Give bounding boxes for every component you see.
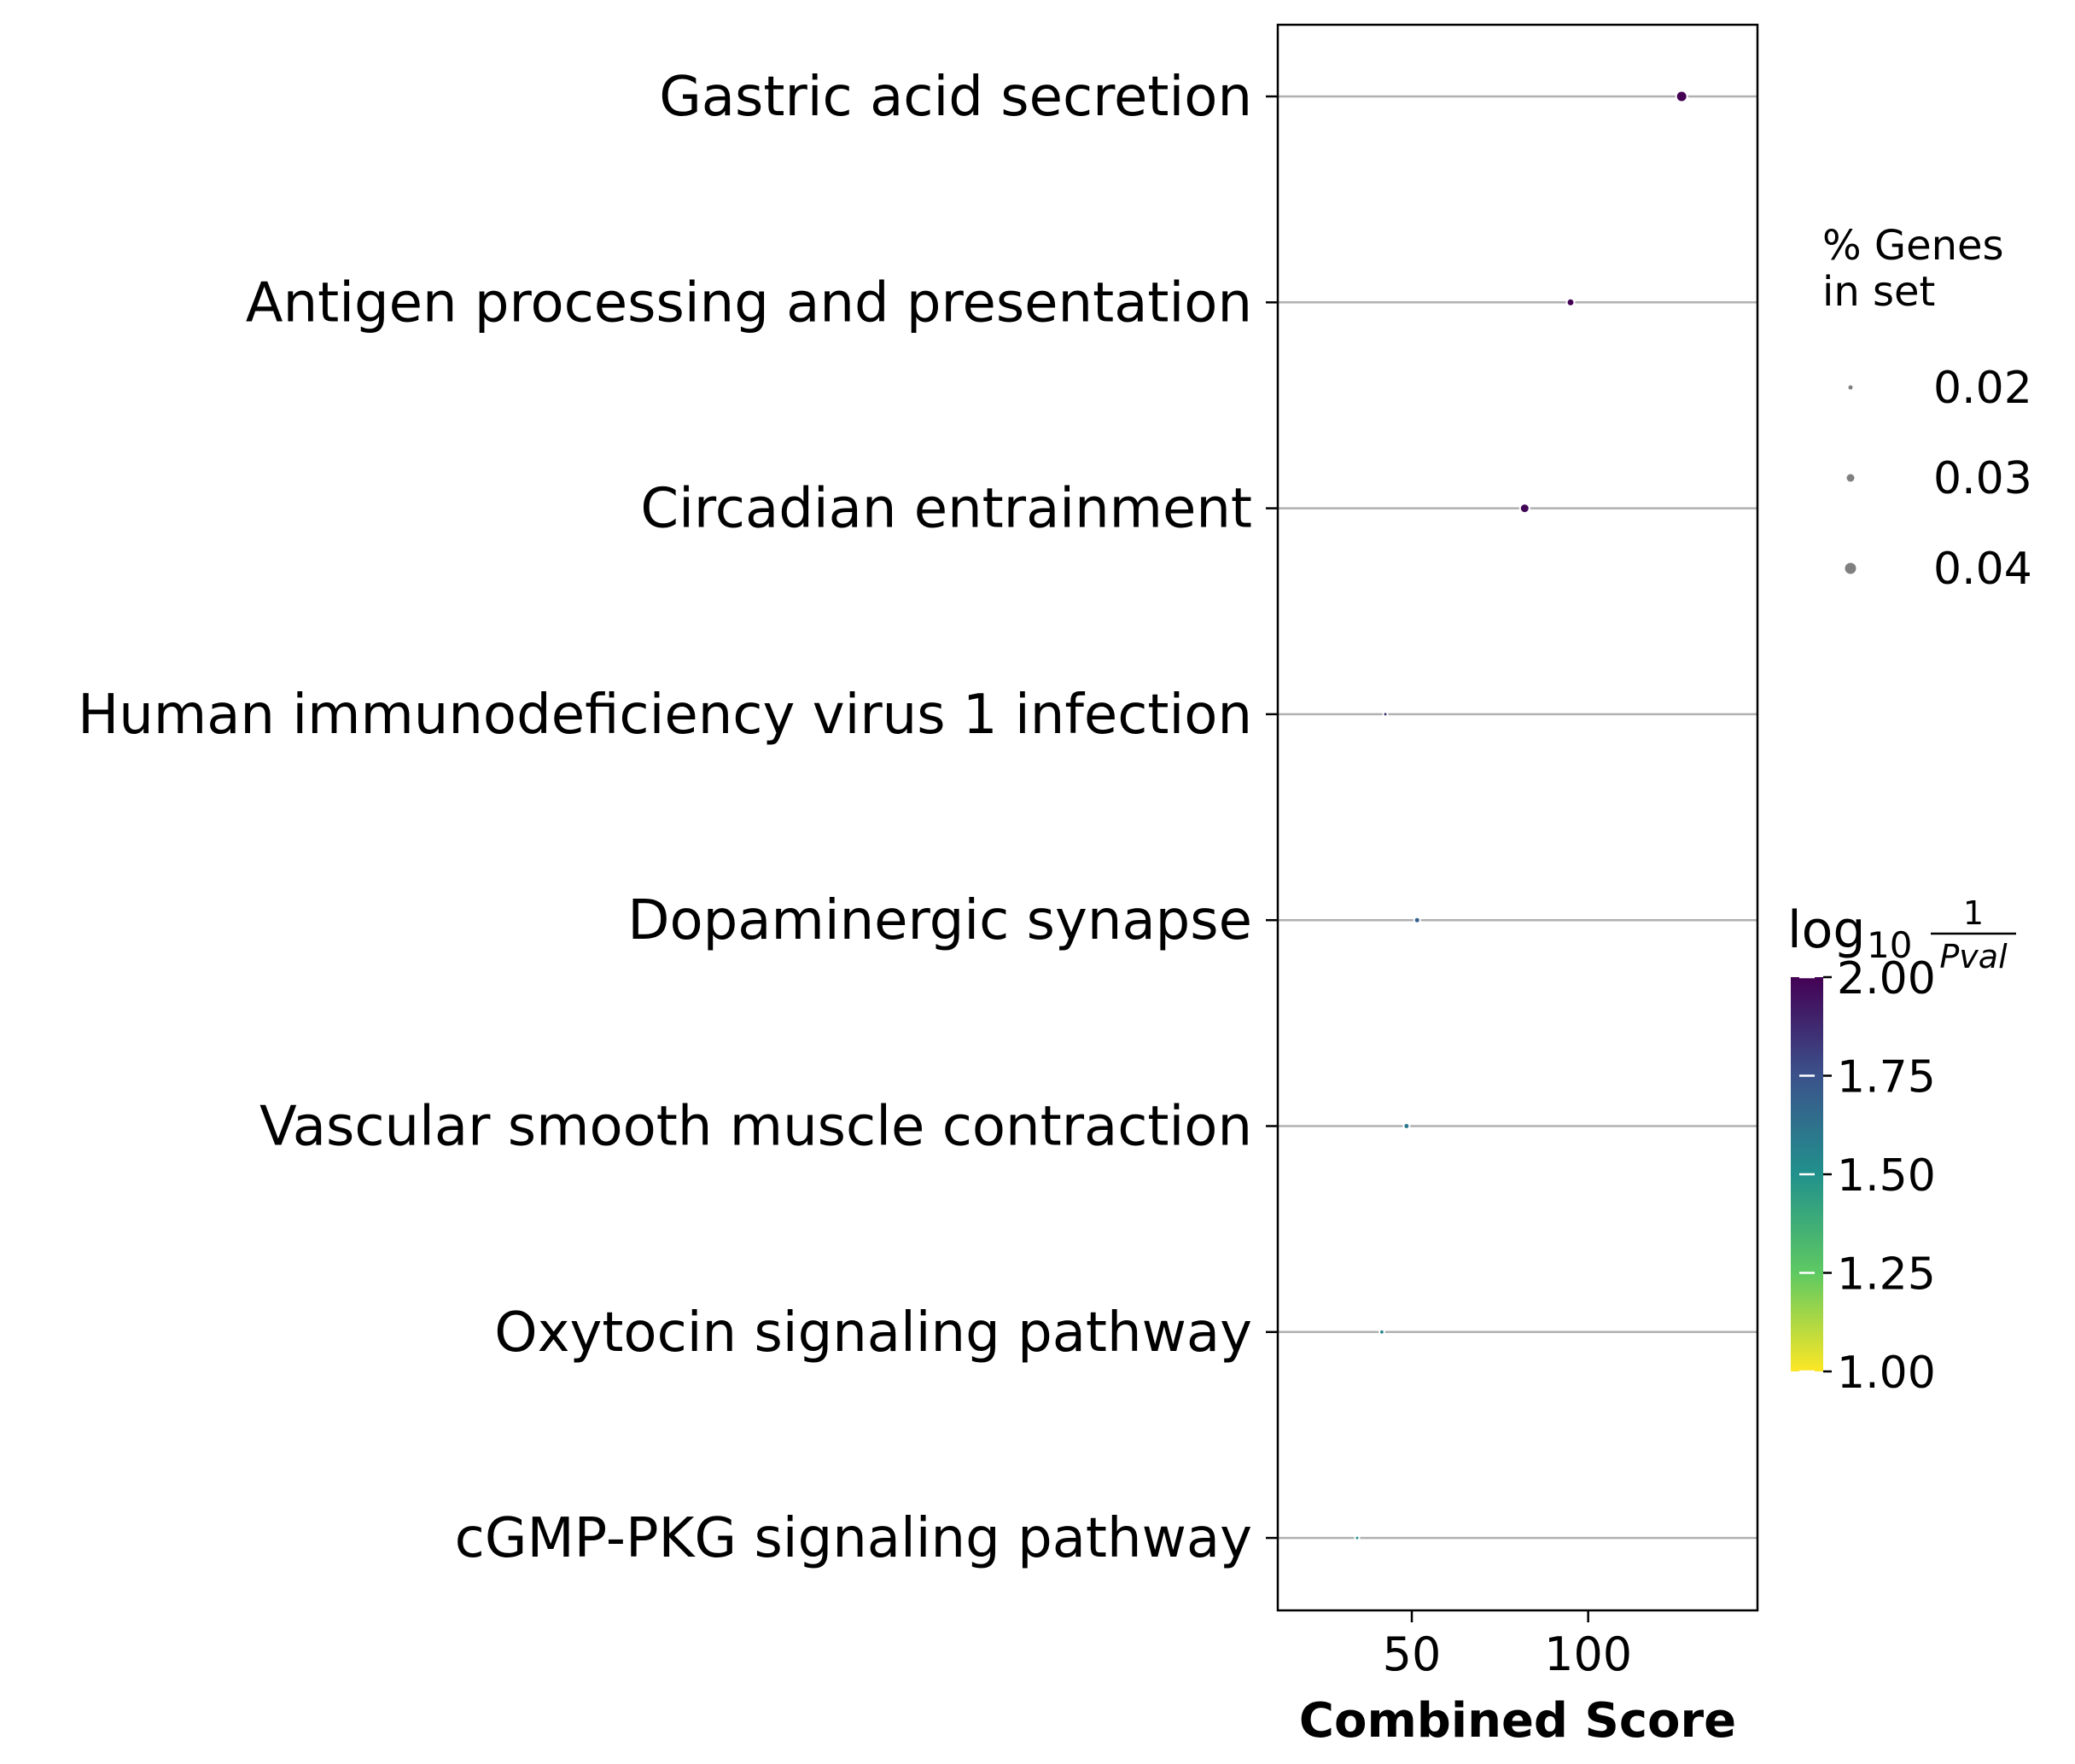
y-tick-label: Oxytocin signaling pathway xyxy=(494,1301,1252,1365)
colorbar-tick-label: 1.75 xyxy=(1837,1052,1936,1103)
colorbar-title-numerator: 1 xyxy=(1963,894,1984,932)
size-legend: % Genes in set 0.02 0.03 0.04 xyxy=(1822,222,2032,595)
colorbar-tick-label: 1.25 xyxy=(1837,1249,1936,1301)
data-point xyxy=(1413,916,1421,924)
colorbar-title-denominator: Pval xyxy=(1939,938,2008,975)
gridlines xyxy=(1278,95,1757,1540)
x-axis-label: Combined Score xyxy=(1299,1693,1736,1749)
y-tick-label: Gastric acid secretion xyxy=(659,66,1252,129)
data-points xyxy=(1354,90,1688,1541)
data-point xyxy=(1382,711,1389,718)
data-point xyxy=(1565,297,1576,307)
y-tick-labels: Gastric acid secretion Antigen processing… xyxy=(78,66,1252,1570)
data-point xyxy=(1675,90,1688,103)
colorbar-tick-label: 2.00 xyxy=(1837,953,1936,1004)
size-legend-title-line: % Genes xyxy=(1822,222,2004,270)
y-tick-label: cGMP-PKG signaling pathway xyxy=(455,1507,1252,1570)
y-tick-label: Circadian entrainment xyxy=(640,478,1252,541)
data-point xyxy=(1354,1534,1361,1541)
size-legend-label: 0.04 xyxy=(1933,544,2032,595)
size-legend-label: 0.02 xyxy=(1933,363,2032,414)
x-tick-label: 100 xyxy=(1544,1627,1632,1681)
data-point xyxy=(1518,503,1530,515)
colorbar-title-log: log xyxy=(1787,900,1865,960)
y-tick-marks xyxy=(1266,95,1278,1540)
size-legend-title: % Genes in set xyxy=(1822,222,2004,316)
data-point xyxy=(1402,1122,1411,1130)
y-tick-label: Dopaminergic synapse xyxy=(627,889,1252,952)
colorbar-title-subscript: 10 xyxy=(1867,924,1912,966)
size-legend-marker xyxy=(1845,562,1856,574)
size-legend-label: 0.03 xyxy=(1933,453,2032,504)
y-tick-label: Vascular smooth muscle contraction xyxy=(259,1096,1252,1159)
y-tick-label: Human immunodeficiency virus 1 infection xyxy=(78,684,1252,747)
size-legend-marker xyxy=(1846,474,1855,482)
colorbar-tick-label: 1.50 xyxy=(1837,1150,1936,1202)
x-tick-label: 50 xyxy=(1383,1627,1442,1681)
colorbar-title: log 10 1 Pval xyxy=(1787,894,2016,975)
y-tick-label: Antigen processing and presentation xyxy=(246,271,1252,335)
x-tick-labels: 50 100 xyxy=(1383,1627,1633,1681)
colorbar-tick-label: 1.00 xyxy=(1837,1348,1936,1399)
data-point xyxy=(1378,1328,1385,1336)
size-legend-marker xyxy=(1848,385,1853,390)
colorbar: log 10 1 Pval 2.00 1.75 1.50 1.25 1.00 xyxy=(1787,894,2016,1399)
size-legend-title-line: in set xyxy=(1822,268,1935,316)
x-tick-marks xyxy=(1410,1610,1589,1622)
plot-frame xyxy=(1276,23,1759,1612)
